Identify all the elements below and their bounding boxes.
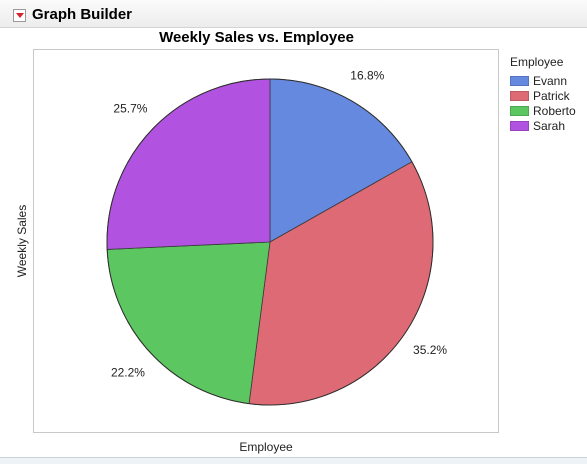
legend-label: Sarah: [533, 118, 566, 133]
legend-item-roberto[interactable]: Roberto: [510, 103, 576, 118]
x-axis-label: Employee: [239, 440, 293, 454]
legend-label: Patrick: [533, 88, 570, 103]
plot-area: 16.8% 35.2% 22.2% 25.7%: [33, 49, 499, 433]
window-title: Graph Builder: [32, 6, 133, 23]
title-bar: Graph Builder: [0, 0, 587, 28]
data-label-evann: 16.8%: [350, 68, 384, 82]
legend: Employee Evann Patrick Roberto Sarah: [510, 55, 576, 133]
legend-swatch: [510, 90, 529, 101]
legend-swatch: [510, 105, 529, 116]
legend-swatch: [510, 75, 529, 86]
chart-title: Weekly Sales vs. Employee: [159, 29, 354, 46]
data-label-patrick: 35.2%: [413, 343, 447, 357]
legend-label: Evann: [533, 73, 568, 88]
legend-item-patrick[interactable]: Patrick: [510, 88, 576, 103]
status-strip: [0, 457, 587, 464]
legend-item-evann[interactable]: Evann: [510, 73, 576, 88]
legend-items: Evann Patrick Roberto Sarah: [510, 73, 576, 133]
legend-item-sarah[interactable]: Sarah: [510, 118, 576, 133]
data-label-roberto: 22.2%: [111, 366, 145, 380]
legend-label: Roberto: [533, 103, 576, 118]
data-label-sarah: 25.7%: [113, 102, 147, 116]
legend-swatch: [510, 120, 529, 131]
pie-outline: [106, 78, 434, 406]
pie-chart: 16.8% 35.2% 22.2% 25.7%: [106, 68, 447, 406]
y-axis-label: Weekly Sales: [15, 204, 29, 278]
collapse-toggle-icon[interactable]: [13, 9, 26, 22]
legend-title: Employee: [510, 55, 564, 69]
